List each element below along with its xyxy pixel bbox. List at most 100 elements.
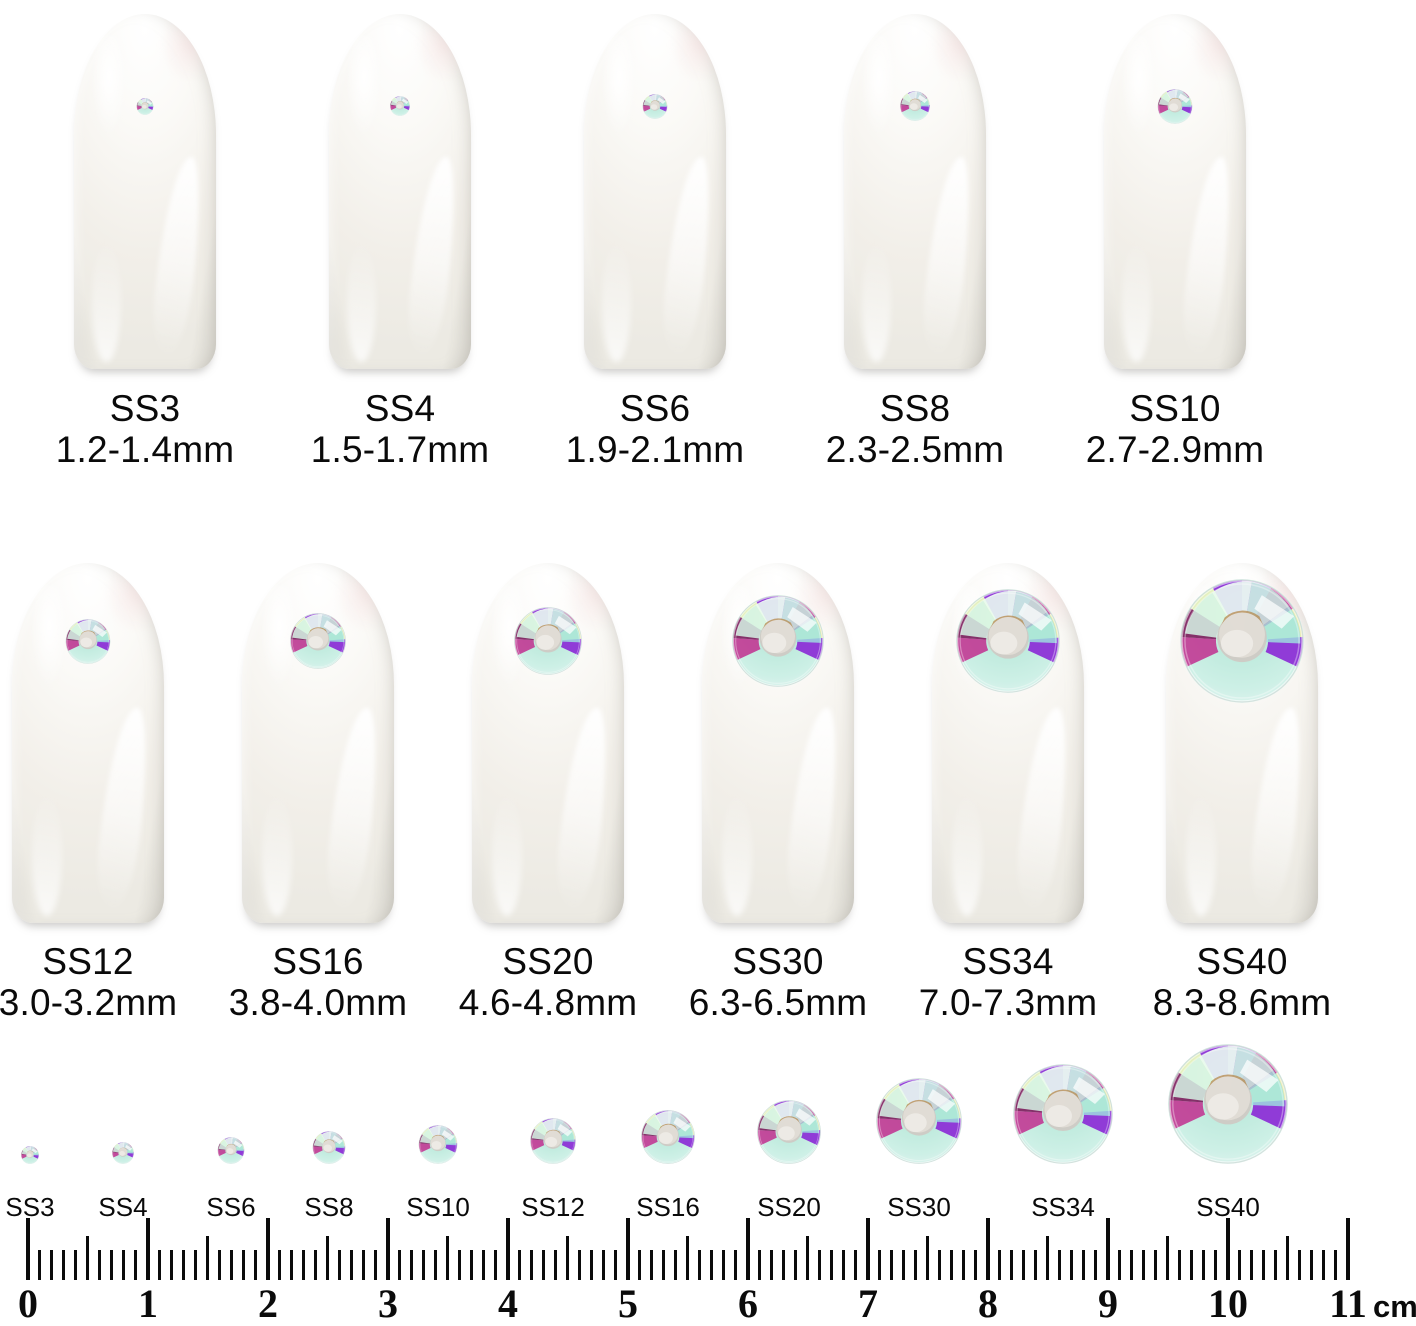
rhinestone-ss3 <box>136 97 154 115</box>
nail-gloss-streak <box>552 705 614 911</box>
ruler-tick-mm <box>494 1250 497 1280</box>
ruler-tick-cm <box>626 1218 630 1280</box>
nail-gloss-lower <box>92 241 121 362</box>
rhinestone-glyph-ss20 <box>757 1100 821 1164</box>
size-code: SS3 <box>109 388 181 429</box>
nail-tip <box>584 14 726 369</box>
nail-gloss-lower <box>347 241 376 362</box>
ruler-tick-mm <box>962 1250 965 1280</box>
nail-gloss-lower <box>602 241 631 362</box>
nail-highlight-top <box>859 35 903 156</box>
ruler-tick-mm <box>302 1250 305 1280</box>
ruler-tick-mm <box>74 1250 77 1280</box>
nail-sample-ss34: SS34 7.0-7.3mm <box>919 545 1097 1024</box>
size-label: SS34 7.0-7.3mm <box>919 941 1098 1024</box>
ruler-tick-cm <box>1106 1218 1110 1280</box>
loose-rhinestone-ss20 <box>757 1100 821 1164</box>
ruler-number: 1 <box>138 1281 158 1326</box>
ruler-tick-mm <box>998 1250 1001 1280</box>
ruler-number: 3 <box>378 1281 398 1326</box>
size-label: SS40 8.3-8.6mm <box>1153 941 1332 1024</box>
ruler-number: 4 <box>498 1281 518 1326</box>
nail-row-2: SS12 3.0-3.2mm <box>0 545 1416 1045</box>
ruler-number: 6 <box>738 1281 758 1326</box>
nail-sample-ss16: SS16 3.8-4.0mm <box>229 545 407 1024</box>
loose-rhinestone-ss12 <box>530 1118 576 1164</box>
nail-gloss-streak <box>322 705 384 911</box>
ruler-tick-mm <box>374 1250 377 1280</box>
ruler-tick-half <box>446 1236 449 1280</box>
ruler-tick-mm <box>38 1250 41 1280</box>
rhinestone-ss34 <box>956 589 1060 693</box>
nail-gloss-lower <box>491 793 523 916</box>
nail-body <box>329 14 471 369</box>
nail-gloss-streak <box>92 705 154 911</box>
ruler-tick-mm <box>974 1250 977 1280</box>
size-code: SS8 <box>879 388 951 429</box>
ruler-tick-mm <box>1094 1250 1097 1280</box>
ruler-tick-mm <box>194 1250 197 1280</box>
ruler-tick-mm <box>398 1250 401 1280</box>
nail-sample-ss40: SS40 8.3-8.6mm <box>1153 545 1331 1024</box>
ruler-tick-mm <box>170 1250 173 1280</box>
ruler-tick-mm <box>1298 1250 1301 1280</box>
size-label: SS10 2.7-2.9mm <box>1086 388 1265 471</box>
ruler-tick-mm <box>734 1250 737 1280</box>
size-millimeters: 3.8-4.0mm <box>228 982 408 1024</box>
ruler-tick-mm <box>1334 1250 1337 1280</box>
ruler-tick-mm <box>1202 1250 1205 1280</box>
ruler-tick-cm <box>1346 1218 1350 1280</box>
nail-gloss-streak <box>1012 705 1074 911</box>
ruler-number: 7 <box>858 1281 878 1326</box>
size-millimeters: 8.3-8.6mm <box>1152 982 1332 1024</box>
rhinestone-glyph-ss40 <box>1168 1044 1288 1164</box>
ruler-cm: 0 1 2 3 4 5 6 7 8 9 10 11 cm <box>0 1218 1416 1326</box>
ruler-tick-mm <box>1322 1250 1325 1280</box>
nail-tip <box>702 563 854 923</box>
size-code: SS6 <box>619 388 691 429</box>
size-label: SS16 3.8-4.0mm <box>229 941 408 1024</box>
ruler-tick-half <box>1166 1236 1169 1280</box>
ruler-tick-mm <box>1310 1250 1313 1280</box>
ruler-tick-mm <box>122 1250 125 1280</box>
ruler-tick-mm <box>338 1250 341 1280</box>
ruler-tick-mm <box>1274 1250 1277 1280</box>
nail-tip <box>844 14 986 369</box>
loose-size-label: SS10 <box>406 1192 470 1222</box>
ruler-tick-mm <box>914 1250 917 1280</box>
ruler-tick-mm <box>458 1250 461 1280</box>
ruler-tick-mm <box>518 1250 521 1280</box>
ruler-unit-label: cm <box>1373 1289 1416 1324</box>
ruler-tick-mm <box>1010 1250 1013 1280</box>
loose-rhinestone-ss16 <box>641 1110 695 1164</box>
size-code: SS40 <box>1196 941 1288 982</box>
size-code: SS20 <box>502 941 594 982</box>
nail-gloss-lower <box>31 793 63 916</box>
ruler-tick-cm <box>866 1218 870 1280</box>
nail-gloss-lower <box>862 241 891 362</box>
nail-warm-tint <box>657 21 718 100</box>
ruler-tick-mm <box>482 1250 485 1280</box>
ruler-tick-cm <box>146 1218 150 1280</box>
ruler-tick-mm <box>1118 1250 1121 1280</box>
ruler-tick-mm <box>638 1250 641 1280</box>
size-millimeters: 1.2-1.4mm <box>55 429 235 471</box>
nail-tip <box>74 14 216 369</box>
loose-rhinestone-ss10 <box>418 1125 458 1164</box>
ruler-tick-half <box>86 1236 89 1280</box>
ruler-tick-half <box>686 1236 689 1280</box>
size-millimeters: 4.6-4.8mm <box>458 982 638 1024</box>
ruler-tick-mm <box>662 1250 665 1280</box>
ruler-tick-mm <box>1250 1250 1253 1280</box>
rhinestone-glyph-ss16 <box>641 1110 695 1164</box>
ruler-tick-mm <box>218 1250 221 1280</box>
nail-warm-tint <box>1177 21 1238 100</box>
nail-highlight-top <box>89 35 133 156</box>
nail-tip <box>242 563 394 923</box>
ruler-tick-mm <box>890 1250 893 1280</box>
loose-rhinestone-ss6 <box>217 1137 245 1164</box>
ruler-tick-mm <box>422 1250 425 1280</box>
ruler-tick-mm <box>1070 1250 1073 1280</box>
rhinestone-glyph-ss3 <box>21 1146 39 1164</box>
nail-gloss-streak <box>403 154 462 357</box>
